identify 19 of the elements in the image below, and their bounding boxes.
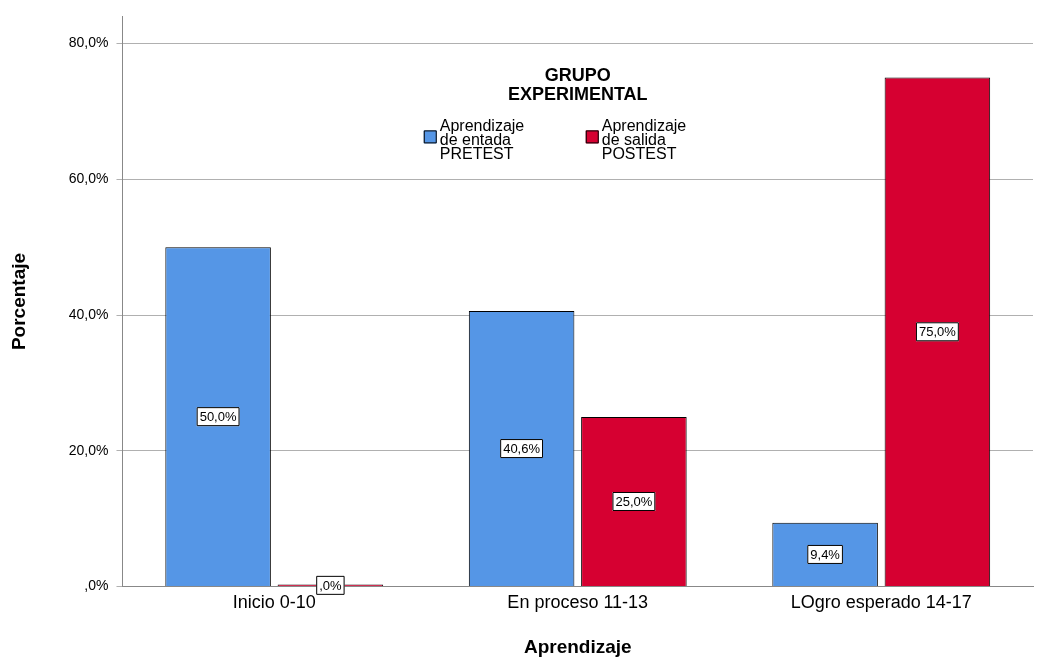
legend-label: Aprendizaje de entada PRETEST [439, 116, 525, 162]
y-tick-label: ,0% [84, 577, 109, 594]
data-label: 75,0% [918, 324, 957, 340]
y-axis-title: Porcentaje [7, 252, 29, 351]
x-tick-label: Inicio 0-10 [232, 592, 316, 613]
data-label: 50,0% [199, 409, 237, 425]
y-tick-label: 60,0% [68, 170, 109, 187]
data-label: 40,6% [503, 441, 541, 457]
data-label: ,0% [319, 577, 343, 593]
y-tick-label: 20,0% [68, 441, 109, 458]
legend-title: GRUPO EXPERIMENTAL [507, 65, 648, 105]
x-axis-title: Aprendizaje [523, 635, 632, 657]
y-tick-label: 80,0% [68, 34, 109, 51]
data-label: 9,4% [810, 547, 841, 563]
y-tick-label: 40,0% [68, 305, 109, 322]
legend-label: Aprendizaje de salida POSTEST [601, 116, 687, 162]
data-label: 25,0% [615, 494, 653, 510]
x-tick-label: LOgro esperado 14-17 [790, 592, 972, 613]
x-tick-label: En proceso 11-13 [507, 592, 649, 613]
